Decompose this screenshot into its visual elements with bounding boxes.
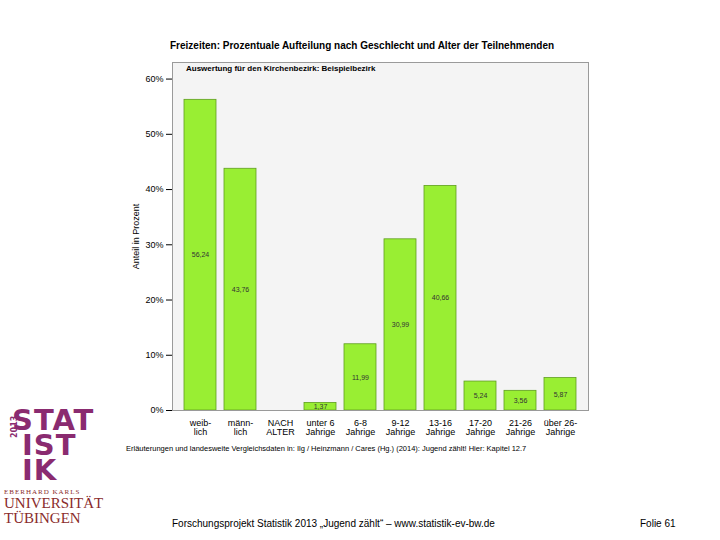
svg-text:11,99: 11,99 [352,374,369,381]
svg-text:Anteil in Prozent: Anteil in Prozent [131,203,141,269]
html-text:EBERHARD KARLS: EBERHARD KARLS [4,488,81,496]
html-text:Folie 61: Folie 61 [640,518,676,529]
svg-text:9-12Jahrige: 9-12Jahrige [386,418,416,437]
html-text:IST: IST [22,428,77,462]
svg-text:43,76: 43,76 [232,286,250,293]
svg-text:3,56: 3,56 [514,397,528,404]
svg-text:50%: 50% [145,129,163,139]
svg-text:40%: 40% [145,184,163,194]
svg-text:1,37: 1,37 [314,403,328,410]
svg-text:21-26Jahrige: 21-26Jahrige [506,418,536,437]
svg-text:5,24: 5,24 [474,392,488,399]
html-text:TÜBINGEN: TÜBINGEN [4,510,81,526]
svg-text:60%: 60% [145,74,163,84]
html-text:2013: 2013 [10,415,19,438]
svg-text:über 26-Jahrige: über 26-Jahrige [544,418,578,437]
html-text:IK: IK [22,453,58,487]
svg-text:56,24: 56,24 [192,251,210,258]
svg-text:6-8Jahrige: 6-8Jahrige [346,418,376,437]
html-text:Freizeiten: Prozentuale Auftei: Freizeiten: Prozentuale Aufteilung nach … [170,40,555,51]
html-text:Forschungsprojekt Statistik 20: Forschungsprojekt Statistik 2013 „Jugend… [172,518,495,529]
html-text:Erläuterungen und landesweite: Erläuterungen und landesweite Vergleichs… [126,444,527,453]
svg-text:30,99: 30,99 [392,321,410,328]
svg-text:40,66: 40,66 [432,294,450,301]
html-text:STAT: STAT [12,403,95,437]
svg-text:10%: 10% [145,350,163,360]
svg-text:NACHALTER: NACHALTER [266,418,295,437]
svg-text:weib-lich: weib-lich [189,418,212,437]
svg-text:17-20Jahrige: 17-20Jahrige [466,418,496,437]
svg-text:männ-lich: männ-lich [228,418,254,437]
svg-text:0%: 0% [150,405,163,415]
svg-text:13-16Jahrige: 13-16Jahrige [426,418,456,437]
svg-text:30%: 30% [145,240,163,250]
html-text:UNIVERSITÄT: UNIVERSITÄT [4,495,104,511]
svg-text:5,87: 5,87 [554,391,568,398]
svg-text:unter 6Jahrige: unter 6Jahrige [306,418,336,437]
html-text:Auswertung für den Kirchenbezi: Auswertung für den Kirchenbezirk: Beispi… [186,64,376,73]
svg-text:20%: 20% [145,295,163,305]
